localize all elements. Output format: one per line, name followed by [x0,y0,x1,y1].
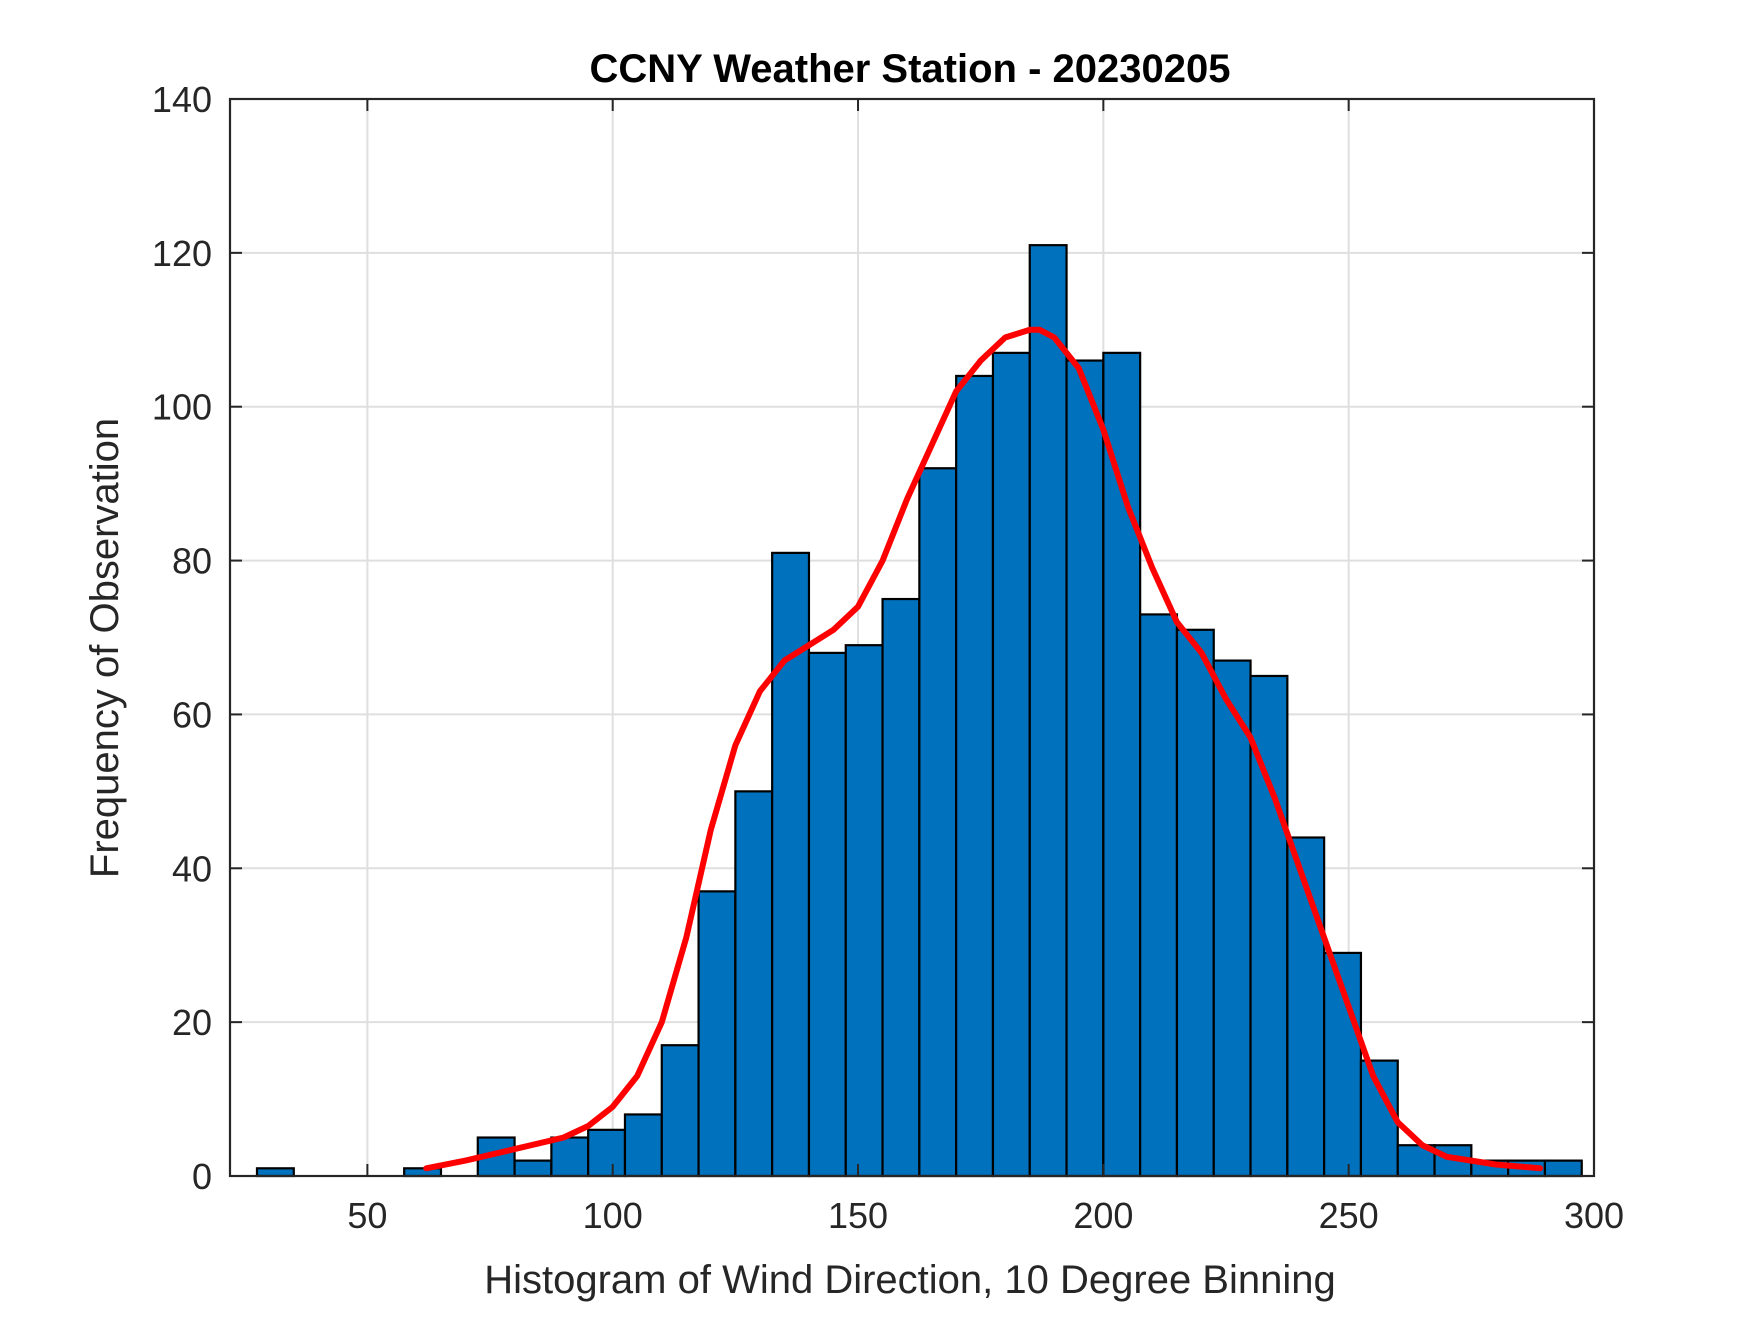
x-tick-label: 250 [1319,1195,1379,1236]
histogram-bar [697,890,737,1178]
density-fit-curve [423,326,1543,1172]
histogram-bars [255,244,1583,1178]
axes [228,97,1596,1178]
histogram-bar [918,467,958,1178]
histogram-bar [1543,1159,1583,1178]
y-axis-label: Frequency of Observation [83,418,127,878]
fit-curve-layer [423,326,1543,1172]
histogram-bar [881,597,921,1178]
histogram-bar [550,1136,590,1178]
y-tick-label: 80 [172,541,212,582]
x-tick-label: 50 [347,1195,387,1236]
histogram-bar [660,1044,700,1178]
x-axis-label: Histogram of Wind Direction, 10 Degree B… [484,1258,1336,1302]
histogram-bar [1102,351,1142,1178]
y-tick-label: 40 [172,848,212,889]
histogram-bar [1212,659,1252,1178]
axes-box [228,97,1596,1178]
histogram-bar [1065,359,1105,1178]
y-tick-label: 0 [192,1156,212,1197]
histogram-bar [587,1128,627,1178]
histogram-bar [513,1159,553,1178]
x-tick-label: 300 [1564,1195,1624,1236]
histogram-bar [1139,613,1179,1178]
histogram-bar [807,651,847,1178]
y-tick-label: 60 [172,694,212,735]
x-tick-label: 150 [828,1195,888,1236]
chart-title: CCNY Weather Station - 20230205 [590,47,1231,91]
histogram-bar [255,1167,295,1178]
x-tick-label: 200 [1073,1195,1133,1236]
histogram-bar [955,374,995,1178]
histogram-bar [991,351,1031,1178]
histogram-bar [1359,1059,1399,1178]
tick-labels: 50 100 150 200 250 300 0 20 40 60 80 100 120 140 [152,79,1624,1236]
histogram-bar [734,790,774,1178]
y-tick-label: 100 [152,387,212,428]
y-tick-label: 120 [152,233,212,274]
histogram-bar [623,1113,663,1178]
histogram-bar [1028,244,1068,1178]
y-tick-label: 140 [152,79,212,120]
x-tick-label: 100 [583,1195,643,1236]
y-tick-label: 20 [172,1002,212,1043]
histogram-bar [844,644,884,1178]
histogram-bar [1175,628,1215,1178]
